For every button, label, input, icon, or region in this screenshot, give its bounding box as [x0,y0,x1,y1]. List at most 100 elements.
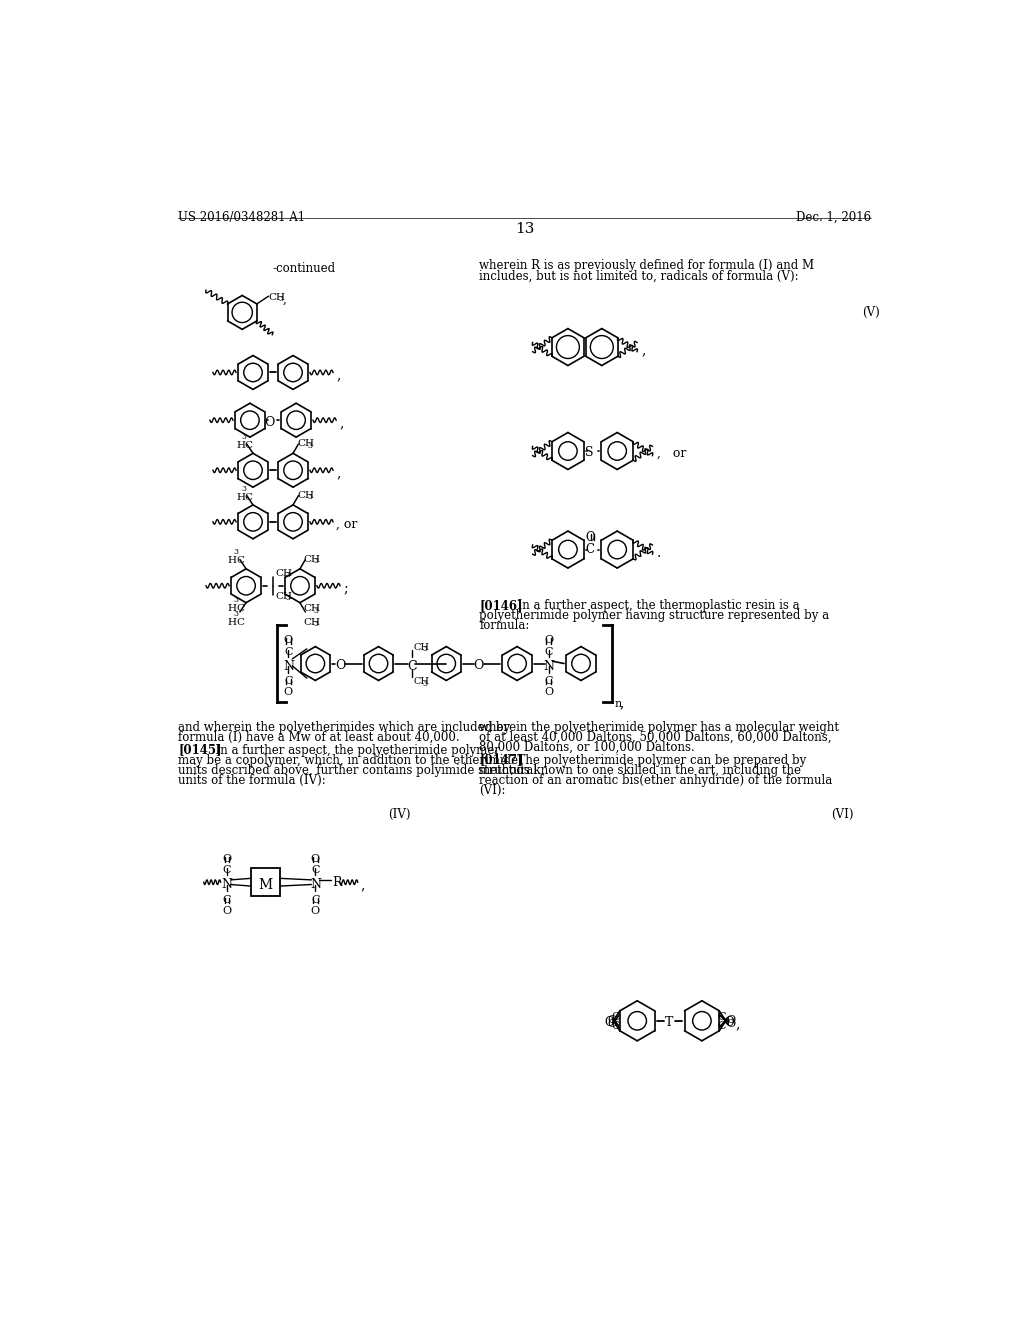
Text: O: O [222,906,231,916]
Text: CH: CH [275,569,292,578]
Text: N: N [283,660,294,673]
Text: ,: , [283,293,286,306]
Text: O: O [607,1019,616,1030]
Text: 3: 3 [242,433,247,441]
Text: In a further aspect, the polyetherimide polymer: In a further aspect, the polyetherimide … [208,743,500,756]
Text: ,   or: , or [657,447,687,461]
Text: polyetherimide polymer having structure represented by a: polyetherimide polymer having structure … [479,609,829,622]
Text: and wherein the polyetherimides which are included by: and wherein the polyetherimides which ar… [178,721,510,734]
Text: H: H [227,557,237,565]
Text: CH: CH [303,554,321,564]
Text: US 2016/0348281 A1: US 2016/0348281 A1 [178,211,305,224]
Text: 3: 3 [233,549,238,557]
Text: C: C [545,676,553,686]
Text: CH: CH [303,605,321,614]
Text: n: n [614,700,622,709]
Text: wherein the polyetherimide polymer has a molecular weight: wherein the polyetherimide polymer has a… [479,721,840,734]
Text: In a further aspect, the thermoplastic resin is a: In a further aspect, the thermoplastic r… [510,599,800,612]
Text: units of the formula (IV):: units of the formula (IV): [178,774,326,787]
Text: methods known to one skilled in the art, including the: methods known to one skilled in the art,… [479,763,802,776]
Text: N: N [543,660,554,673]
Text: , or: , or [336,517,357,531]
Text: C: C [545,647,553,656]
Text: O: O [311,854,319,863]
Text: 3: 3 [286,572,291,579]
Text: .: . [657,545,662,560]
Text: O: O [222,854,231,863]
Text: ,: , [620,697,624,710]
Text: C: C [237,618,244,627]
Text: C: C [237,557,244,565]
Text: O: O [607,1015,616,1024]
Text: S: S [586,446,594,459]
Text: 3: 3 [422,645,427,653]
Text: C: C [612,1022,621,1031]
Text: ;: ; [343,582,348,595]
Text: CH: CH [275,591,292,601]
Text: 3: 3 [307,494,312,502]
Text: 3: 3 [233,597,238,605]
Text: CH: CH [268,293,286,302]
Text: 3: 3 [233,610,238,618]
Text: C: C [245,492,253,502]
Text: includes, but is not limited to, radicals of formula (V):: includes, but is not limited to, radical… [479,269,799,282]
Text: O: O [311,906,319,916]
Text: O: O [284,635,293,645]
Text: The polyetherimide polymer can be prepared by: The polyetherimide polymer can be prepar… [510,754,807,767]
Text: 3: 3 [313,557,318,565]
Text: C: C [717,1012,726,1023]
Text: [0147]: [0147] [479,754,523,767]
Text: O: O [727,1015,736,1024]
Text: C: C [222,895,231,904]
Text: O: O [335,659,345,672]
Text: -continued: -continued [272,263,336,276]
Text: H: H [237,492,245,502]
Text: C: C [245,441,253,450]
Text: ,: , [336,368,341,383]
Text: CH: CH [413,643,429,652]
Text: C: C [284,647,293,656]
Text: ,: , [642,343,646,358]
Text: wherein R is as previously defined for formula (I) and M: wherein R is as previously defined for f… [479,259,814,272]
Text: O: O [605,1016,614,1030]
Text: 3: 3 [242,484,247,492]
Text: 3: 3 [279,294,284,302]
Text: may be a copolymer, which, in addition to the etherimide: may be a copolymer, which, in addition t… [178,754,518,767]
Text: O: O [727,1019,736,1030]
Text: (VI): (VI) [831,808,854,821]
Text: C: C [612,1012,621,1023]
Text: ,: , [360,878,365,892]
Text: N: N [310,878,321,891]
Text: CH: CH [413,677,429,686]
Text: N: N [221,878,232,891]
Text: C: C [222,866,231,875]
Text: O: O [265,416,275,429]
Text: O: O [544,635,553,645]
Text: H: H [227,605,237,614]
Text: ,: , [339,416,344,430]
Text: C: C [284,676,293,686]
Text: C: C [717,1022,726,1031]
Text: O: O [544,688,553,697]
Text: C: C [407,660,417,673]
Text: of at least 40,000 Daltons, 50,000 Daltons, 60,000 Daltons,: of at least 40,000 Daltons, 50,000 Dalto… [479,730,831,743]
Text: formula:: formula: [479,619,529,632]
Text: 80,000 Daltons, or 100,000 Daltons.: 80,000 Daltons, or 100,000 Daltons. [479,741,695,754]
Text: 3: 3 [313,607,318,615]
Text: C: C [237,605,244,614]
Text: O: O [473,659,483,672]
Text: M: M [258,878,272,892]
Text: O: O [586,531,595,544]
Text: reaction of an aromatic bis(ether anhydride) of the formula: reaction of an aromatic bis(ether anhydr… [479,774,833,787]
Text: C: C [311,895,319,904]
Text: 3: 3 [422,680,427,688]
Text: (VI):: (VI): [479,784,506,797]
Text: (IV): (IV) [388,808,411,821]
Text: O: O [284,688,293,697]
Text: [0145]: [0145] [178,743,222,756]
Text: Dec. 1, 2016: Dec. 1, 2016 [797,211,871,224]
Text: O: O [725,1016,734,1030]
Text: 3: 3 [313,620,318,628]
Text: formula (I) have a Mw of at least about 40,000.: formula (I) have a Mw of at least about … [178,730,460,743]
Text: T: T [666,1016,674,1030]
